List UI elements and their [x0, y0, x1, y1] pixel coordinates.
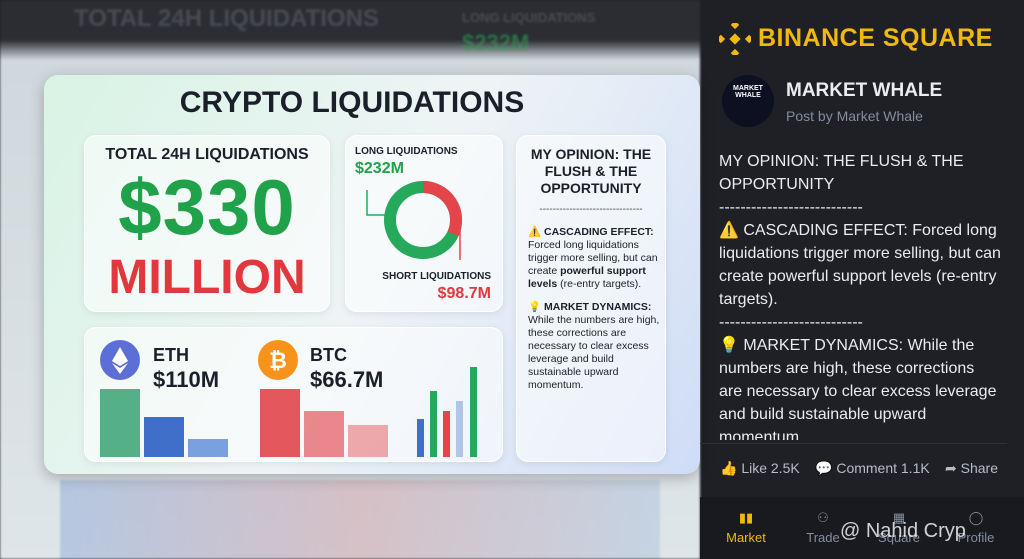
- btc-icon: [258, 340, 298, 380]
- connector: [366, 190, 385, 216]
- nav-profile[interactable]: ◯ Profile: [957, 510, 995, 545]
- btc-bars: [260, 389, 388, 457]
- split-panel: [345, 135, 503, 312]
- btc-glyph: ₿: [269, 348, 287, 373]
- paragraph: ---------------------------: [719, 199, 863, 216]
- nav-label[interactable]: Square: [878, 530, 920, 545]
- paragraph: ---------------------------: [719, 314, 863, 331]
- donut: [366, 180, 463, 260]
- nav-market[interactable]: ▮▮ Market: [726, 510, 766, 545]
- total-unit: MILLION: [108, 251, 306, 304]
- bg-title: TOTAL 24H LIQUIDATIONS: [74, 5, 379, 32]
- opinion-panel: [516, 135, 666, 462]
- nav-trade[interactable]: ⚇ Trade: [806, 510, 840, 545]
- watermark: @ Nahid Cryp: [840, 520, 966, 542]
- infographic-title: CRYPTO LIQUIDATIONS: [179, 86, 525, 119]
- nav-label[interactable]: Profile: [957, 530, 995, 545]
- like-button[interactable]: 👍 Like 2.5K: [720, 460, 800, 476]
- long-value: $232M: [355, 160, 404, 177]
- nav-label[interactable]: Market: [726, 530, 766, 545]
- eth-glyph: [112, 347, 128, 374]
- bg-value: $232M: [462, 30, 530, 55]
- paragraph: 💡 MARKET DYNAMICS: While the numbers are…: [719, 337, 997, 440]
- brand: BINANCE SQUARE: [758, 24, 993, 52]
- comment-button[interactable]: 💬 Comment 1.1K: [815, 460, 930, 476]
- opinion-title: MY OPINION: THE FLUSH & THE OPPORTUNITY: [530, 146, 652, 196]
- share-button[interactable]: ➦ Share: [945, 460, 998, 476]
- bg-blocks: [60, 480, 660, 559]
- share-label[interactable]: Share: [960, 460, 998, 476]
- eth-bars: [100, 389, 228, 457]
- btc-name: BTC: [310, 345, 347, 365]
- section: ⚠️ CASCADING EFFECT: Forced long liquidat…: [528, 226, 660, 291]
- btc-value: $66.7M: [310, 367, 384, 392]
- total-amount: $330: [118, 163, 296, 251]
- author: MARKET WHALE: [786, 80, 943, 101]
- opinion-divider: -------------------------------: [539, 204, 643, 215]
- long-label: LONG LIQUIDATIONS: [355, 146, 458, 157]
- like-label[interactable]: Like 2.5K: [741, 460, 800, 476]
- section-body: While the numbers are high, these correc…: [528, 314, 660, 391]
- total-panel: [84, 135, 330, 312]
- eth-value: $110M: [153, 367, 220, 392]
- opinion-sections: ⚠️ CASCADING EFFECT: Forced long liquidat…: [528, 226, 660, 392]
- mini-bars: [417, 367, 477, 457]
- total-label: TOTAL 24H LIQUIDATIONS: [105, 146, 309, 163]
- section-bold: powerful support levels: [528, 265, 646, 290]
- brand-logo: [719, 23, 751, 55]
- section-heading: 💡 MARKET DYNAMICS:: [528, 301, 652, 313]
- divider: [700, 443, 1007, 444]
- section-heading: ⚠️ CASCADING EFFECT:: [528, 226, 654, 238]
- section-body: (re-entry targets).: [557, 278, 642, 290]
- section: 💡 MARKET DYNAMICS: While the numbers are …: [528, 301, 660, 392]
- eth-name: ETH: [153, 345, 189, 365]
- short-value: $98.7M: [437, 285, 491, 302]
- paragraph: ⚠️ CASCADING EFFECT: Forced long liquida…: [719, 222, 1001, 308]
- nav-square[interactable]: ▦ Square: [878, 510, 920, 545]
- comment-label[interactable]: Comment 1.1K: [836, 460, 930, 476]
- donut-short: [422, 180, 463, 237]
- coin-graphics: ₿: [100, 340, 477, 457]
- paragraph: MY OPINION: THE FLUSH & THE OPPORTUNITY: [719, 153, 964, 193]
- section-body: Forced long liquidations trigger more se…: [528, 239, 658, 277]
- nav-label[interactable]: Trade: [806, 530, 840, 545]
- post-body: MY OPINION: THE FLUSH & THE OPPORTUNITY …: [719, 150, 1001, 440]
- bg-label: LONG LIQUIDATIONS: [462, 10, 596, 25]
- author-subtitle: Post by Market Whale: [786, 108, 923, 124]
- short-label: SHORT LIQUIDATIONS: [382, 271, 491, 282]
- avatar: MARKET WHALE: [722, 75, 774, 127]
- bottom-nav: [700, 497, 1024, 559]
